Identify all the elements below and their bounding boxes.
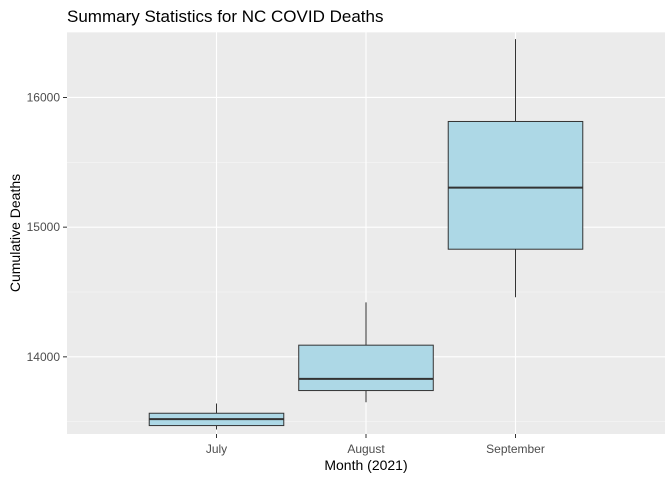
iqr-box — [298, 344, 434, 392]
iqr-box — [447, 120, 584, 250]
y-axis: 14000 15000 16000 — [27, 90, 67, 364]
boxes — [148, 39, 584, 430]
y-tick-label: 16000 — [27, 90, 61, 104]
x-axis-title: Month (2021) — [324, 457, 407, 473]
box-august — [298, 302, 434, 403]
x-axis: July August September — [206, 434, 545, 456]
x-tick-label: September — [486, 442, 545, 456]
box-july — [148, 403, 285, 430]
y-axis-title: Cumulative Deaths — [7, 174, 23, 292]
x-tick-label: July — [206, 442, 227, 456]
box-september — [447, 39, 584, 298]
y-tick-label: 14000 — [27, 350, 61, 364]
chart-title: Summary Statistics for NC COVID Deaths — [67, 7, 383, 26]
x-tick-label: August — [347, 442, 385, 456]
y-tick-label: 15000 — [27, 220, 61, 234]
